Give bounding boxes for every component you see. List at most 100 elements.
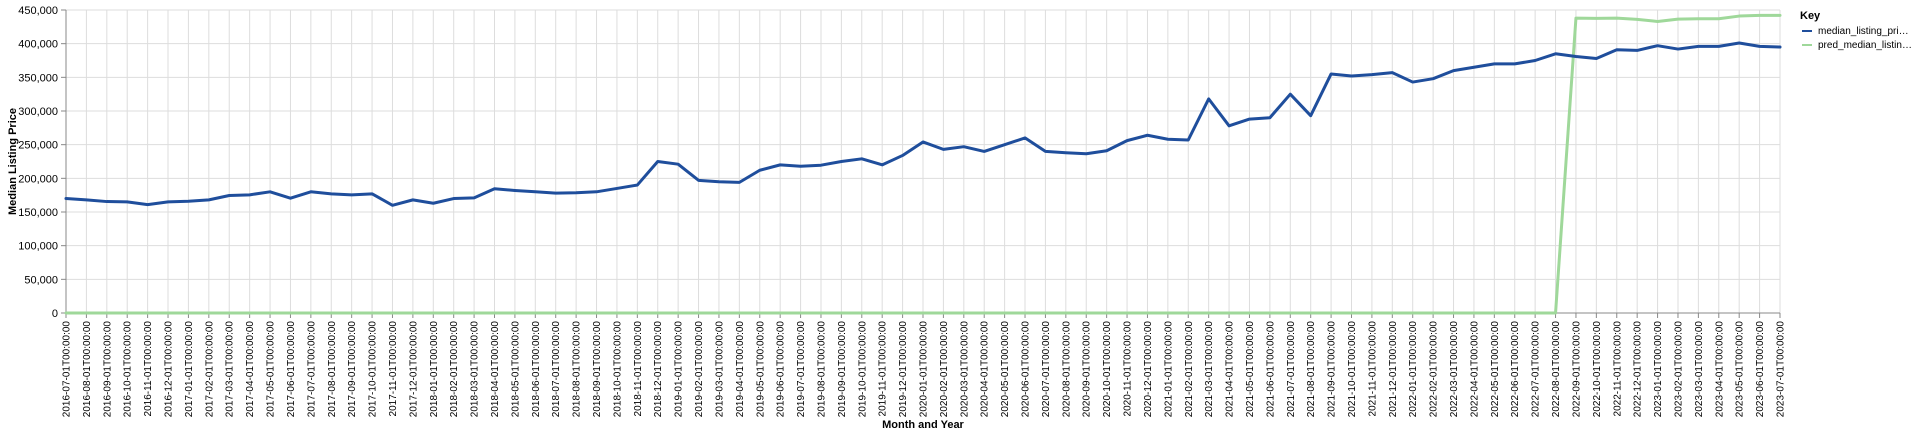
x-tick-label: 2020-01-01T00:00:00 xyxy=(919,321,930,418)
x-tick-label: 2021-10-01T00:00:00 xyxy=(1347,321,1358,418)
x-tick-label: 2021-12-01T00:00:00 xyxy=(1388,321,1399,418)
x-tick-label: 2017-12-01T00:00:00 xyxy=(408,321,419,418)
x-tick-label: 2023-03-01T00:00:00 xyxy=(1694,321,1705,418)
x-tick-label: 2019-10-01T00:00:00 xyxy=(857,321,868,418)
series-line-median_listing_price xyxy=(64,41,1782,207)
x-tick-label: 2019-03-01T00:00:00 xyxy=(714,321,725,418)
x-tick-label: 2020-09-01T00:00:00 xyxy=(1082,321,1093,418)
x-tick-label: 2018-05-01T00:00:00 xyxy=(510,321,521,418)
y-tick-label: 400,000 xyxy=(18,39,58,51)
x-tick-label: 2018-06-01T00:00:00 xyxy=(531,321,542,418)
x-tick-label: 2018-01-01T00:00:00 xyxy=(429,321,440,418)
x-tick-label: 2023-01-01T00:00:00 xyxy=(1653,321,1664,418)
y-tick-label: 50,000 xyxy=(24,274,58,286)
x-tick-label: 2020-08-01T00:00:00 xyxy=(1061,321,1072,418)
x-tick-label: 2017-10-01T00:00:00 xyxy=(368,321,379,418)
x-tick-label: 2022-10-01T00:00:00 xyxy=(1592,321,1603,418)
x-tick-label: 2019-11-01T00:00:00 xyxy=(878,321,889,417)
series-lines xyxy=(64,13,1782,315)
x-tick-label: 2023-07-01T00:00:00 xyxy=(1776,321,1787,418)
x-tick-label: 2023-02-01T00:00:00 xyxy=(1673,321,1684,418)
y-axis-title: Median Listing Price xyxy=(7,108,19,215)
x-tick-label: 2018-10-01T00:00:00 xyxy=(612,321,623,418)
legend-label-median_listing_price: median_listing_pri… xyxy=(1818,26,1909,37)
x-tick-label: 2022-02-01T00:00:00 xyxy=(1429,321,1440,418)
x-tick-label: 2022-04-01T00:00:00 xyxy=(1469,321,1480,418)
x-tick-label: 2021-08-01T00:00:00 xyxy=(1306,321,1317,418)
gridlines xyxy=(65,9,1781,314)
x-tick-label: 2017-11-01T00:00:00 xyxy=(388,321,399,417)
x-tick-label: 2020-02-01T00:00:00 xyxy=(939,321,950,418)
x-tick-label: 2019-08-01T00:00:00 xyxy=(816,321,827,418)
y-tick-label: 300,000 xyxy=(18,106,58,118)
x-tick-label: 2018-02-01T00:00:00 xyxy=(449,321,460,418)
x-tick-label: 2018-07-01T00:00:00 xyxy=(551,321,562,418)
x-tick-label: 2017-06-01T00:00:00 xyxy=(286,321,297,418)
x-tick-label: 2017-04-01T00:00:00 xyxy=(245,321,256,418)
x-tick-label: 2019-01-01T00:00:00 xyxy=(674,321,685,418)
x-tick-label: 2023-06-01T00:00:00 xyxy=(1755,321,1766,418)
x-tick-label: 2017-07-01T00:00:00 xyxy=(306,321,317,418)
x-tick-label: 2021-11-01T00:00:00 xyxy=(1367,321,1378,417)
x-tick-label: 2020-03-01T00:00:00 xyxy=(959,321,970,418)
legend: Key median_listing_pri… pred_median_listi… xyxy=(1800,10,1912,51)
x-tick-label: 2020-04-01T00:00:00 xyxy=(980,321,991,418)
x-tick-label: 2017-01-01T00:00:00 xyxy=(184,321,195,418)
x-tick-label: 2023-05-01T00:00:00 xyxy=(1735,321,1746,418)
x-tick-label: 2022-03-01T00:00:00 xyxy=(1449,321,1460,418)
x-tick-label: 2019-05-01T00:00:00 xyxy=(755,321,766,418)
axes: 0 50,000 100,000 150,000 200,000 250,000 300,0… xyxy=(18,5,1786,417)
x-tick-label: 2021-07-01T00:00:00 xyxy=(1286,321,1297,418)
x-tick-label: 2022-11-01T00:00:00 xyxy=(1612,321,1623,417)
x-tick-label: 2017-03-01T00:00:00 xyxy=(225,321,236,418)
x-tick-label: 2019-06-01T00:00:00 xyxy=(776,321,787,418)
x-tick-label: 2021-03-01T00:00:00 xyxy=(1204,321,1215,418)
x-tick-label: 2019-04-01T00:00:00 xyxy=(735,321,746,418)
x-tick-label: 2022-07-01T00:00:00 xyxy=(1531,321,1542,418)
x-tick-label: 2018-12-01T00:00:00 xyxy=(653,321,664,418)
x-tick-label: 2016-10-01T00:00:00 xyxy=(123,321,134,418)
x-tick-label: 2022-09-01T00:00:00 xyxy=(1571,321,1582,418)
x-tick-label: 2018-11-01T00:00:00 xyxy=(633,321,644,417)
x-tick-label: 2020-06-01T00:00:00 xyxy=(1021,321,1032,418)
x-axis-title: Month and Year xyxy=(882,419,964,431)
x-tick-label: 2016-08-01T00:00:00 xyxy=(82,321,93,418)
x-tick-label: 2018-09-01T00:00:00 xyxy=(592,321,603,418)
x-tick-label: 2023-04-01T00:00:00 xyxy=(1714,321,1725,418)
x-tick-label: 2022-06-01T00:00:00 xyxy=(1510,321,1521,418)
x-tick-label: 2020-12-01T00:00:00 xyxy=(1143,321,1154,418)
x-tick-label: 2020-10-01T00:00:00 xyxy=(1102,321,1113,418)
x-tick-label: 2016-11-01T00:00:00 xyxy=(143,321,154,417)
y-tick-label: 350,000 xyxy=(18,72,58,84)
x-tick-label: 2022-12-01T00:00:00 xyxy=(1633,321,1644,418)
x-tick-label: 2020-11-01T00:00:00 xyxy=(1123,321,1134,417)
x-tick-label: 2019-12-01T00:00:00 xyxy=(898,321,909,418)
x-tick-label: 2019-07-01T00:00:00 xyxy=(796,321,807,418)
series-line-pred_median_listing_price xyxy=(64,13,1782,315)
x-tick-label: 2017-09-01T00:00:00 xyxy=(347,321,358,418)
legend-title: Key xyxy=(1800,10,1821,22)
x-tick-label: 2022-01-01T00:00:00 xyxy=(1408,321,1419,418)
x-tick-label: 2019-09-01T00:00:00 xyxy=(837,321,848,418)
y-tick-label: 150,000 xyxy=(18,207,58,219)
y-tick-label: 0 xyxy=(52,308,58,320)
x-tick-label: 2018-08-01T00:00:00 xyxy=(572,321,583,418)
x-tick-label: 2022-05-01T00:00:00 xyxy=(1490,321,1501,418)
x-tick-label: 2017-08-01T00:00:00 xyxy=(327,321,338,418)
y-tick-label: 450,000 xyxy=(18,5,58,17)
legend-label-pred_median_listing_price: pred_median_listin… xyxy=(1818,40,1912,51)
y-tick-label: 100,000 xyxy=(18,241,58,253)
x-tick-label: 2022-08-01T00:00:00 xyxy=(1551,321,1562,418)
x-tick-label: 2019-02-01T00:00:00 xyxy=(694,321,705,418)
x-tick-label: 2021-02-01T00:00:00 xyxy=(1184,321,1195,418)
x-tick-label: 2016-07-01T00:00:00 xyxy=(62,321,73,418)
x-tick-label: 2021-09-01T00:00:00 xyxy=(1327,321,1338,418)
x-tick-label: 2017-05-01T00:00:00 xyxy=(266,321,277,418)
x-tick-label: 2021-04-01T00:00:00 xyxy=(1225,321,1236,418)
x-tick-label: 2020-07-01T00:00:00 xyxy=(1041,321,1052,418)
x-tick-label: 2016-09-01T00:00:00 xyxy=(102,321,113,418)
x-tick-label: 2020-05-01T00:00:00 xyxy=(1000,321,1011,418)
x-tick-label: 2018-03-01T00:00:00 xyxy=(470,321,481,418)
